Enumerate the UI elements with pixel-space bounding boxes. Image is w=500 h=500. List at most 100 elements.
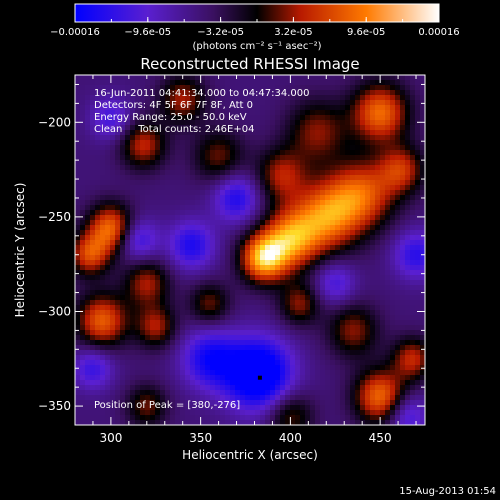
heatmap-cell <box>295 165 301 171</box>
heatmap-cell <box>265 90 271 96</box>
heatmap-cell <box>160 85 166 91</box>
heatmap-cell <box>405 380 411 386</box>
heatmap-cell <box>310 220 316 226</box>
heatmap-cell <box>155 230 161 236</box>
heatmap-cell <box>140 325 146 331</box>
heatmap-cell <box>400 350 406 356</box>
heatmap-cell <box>105 160 111 166</box>
heatmap-cell <box>300 275 306 281</box>
heatmap-cell <box>165 180 171 186</box>
heatmap-cell <box>105 330 111 336</box>
heatmap-cell <box>380 210 386 216</box>
heatmap-cell <box>375 80 381 86</box>
heatmap-cell <box>170 220 176 226</box>
heatmap-cell <box>165 370 171 376</box>
heatmap-cell <box>285 310 291 316</box>
heatmap-cell <box>205 375 211 381</box>
heatmap-cell <box>180 135 186 141</box>
heatmap-cell <box>390 315 396 321</box>
heatmap-cell <box>195 410 201 416</box>
heatmap-cell <box>360 290 366 296</box>
heatmap-cell <box>95 90 101 96</box>
heatmap-cell <box>205 360 211 366</box>
heatmap-cell <box>240 215 246 221</box>
heatmap-cell <box>80 420 86 425</box>
heatmap-cell <box>305 205 311 211</box>
heatmap-cell <box>105 370 111 376</box>
heatmap-cell <box>165 80 171 86</box>
heatmap-cell <box>235 235 241 241</box>
heatmap-cell <box>160 270 166 276</box>
heatmap-cell <box>130 210 136 216</box>
heatmap-cell <box>200 220 206 226</box>
heatmap-cell <box>355 295 361 301</box>
heatmap-cell <box>160 80 166 86</box>
heatmap-cell <box>225 205 231 211</box>
heatmap-cell <box>275 320 281 326</box>
heatmap-cell <box>290 385 296 391</box>
heatmap-cell <box>210 415 216 421</box>
heatmap-cell <box>330 350 336 356</box>
heatmap-cell <box>155 360 161 366</box>
heatmap-cell <box>215 155 221 161</box>
heatmap-cell <box>355 90 361 96</box>
heatmap-cell <box>160 165 166 171</box>
heatmap-cell <box>205 255 211 261</box>
heatmap-cell <box>155 375 161 381</box>
heatmap-cell <box>380 285 386 291</box>
heatmap-cell <box>335 155 341 161</box>
heatmap-cell <box>115 240 121 246</box>
heatmap-cell <box>235 255 241 261</box>
heatmap-cell <box>245 105 251 111</box>
heatmap-cell <box>200 230 206 236</box>
heatmap-cell <box>420 240 425 246</box>
heatmap-cell <box>205 290 211 296</box>
heatmap-cell <box>125 130 131 136</box>
heatmap-cell <box>255 90 261 96</box>
heatmap-cell <box>190 255 196 261</box>
heatmap-cell <box>140 175 146 181</box>
heatmap-cell <box>370 155 376 161</box>
heatmap-cell <box>380 125 386 131</box>
heatmap-cell <box>280 90 286 96</box>
heatmap-cell <box>385 265 391 271</box>
heatmap-cell <box>385 155 391 161</box>
heatmap-cell <box>415 245 421 251</box>
heatmap-cell <box>310 260 316 266</box>
heatmap-cell <box>125 260 131 266</box>
heatmap-cell <box>210 265 216 271</box>
heatmap-cell <box>255 145 261 151</box>
heatmap-cell <box>365 230 371 236</box>
heatmap-cell <box>320 300 326 306</box>
heatmap-cell <box>140 95 146 101</box>
heatmap-cell <box>260 320 266 326</box>
heatmap-cell <box>355 140 361 146</box>
heatmap-cell <box>210 250 216 256</box>
heatmap-cell <box>255 265 261 271</box>
heatmap-cell <box>180 300 186 306</box>
heatmap-cell <box>345 300 351 306</box>
heatmap-cell <box>205 150 211 156</box>
heatmap-cell <box>175 265 181 271</box>
heatmap-cell <box>280 335 286 341</box>
heatmap-cell <box>335 165 341 171</box>
heatmap-cell <box>275 400 281 406</box>
heatmap-cell <box>375 75 381 81</box>
heatmap-cell <box>250 405 256 411</box>
heatmap-cell <box>75 150 81 156</box>
heatmap-cell <box>325 130 331 136</box>
heatmap-cell <box>345 410 351 416</box>
heatmap-cell <box>315 150 321 156</box>
heatmap-cell <box>325 110 331 116</box>
heatmap-cell <box>210 220 216 226</box>
heatmap-cell <box>345 90 351 96</box>
heatmap-cell <box>340 345 346 351</box>
heatmap-cell <box>215 315 221 321</box>
heatmap-cell <box>150 130 156 136</box>
heatmap-cell <box>160 160 166 166</box>
heatmap-cell <box>345 360 351 366</box>
heatmap-cell <box>415 280 421 286</box>
heatmap-cell <box>210 320 216 326</box>
heatmap-cell <box>410 90 416 96</box>
heatmap-cell <box>415 405 421 411</box>
